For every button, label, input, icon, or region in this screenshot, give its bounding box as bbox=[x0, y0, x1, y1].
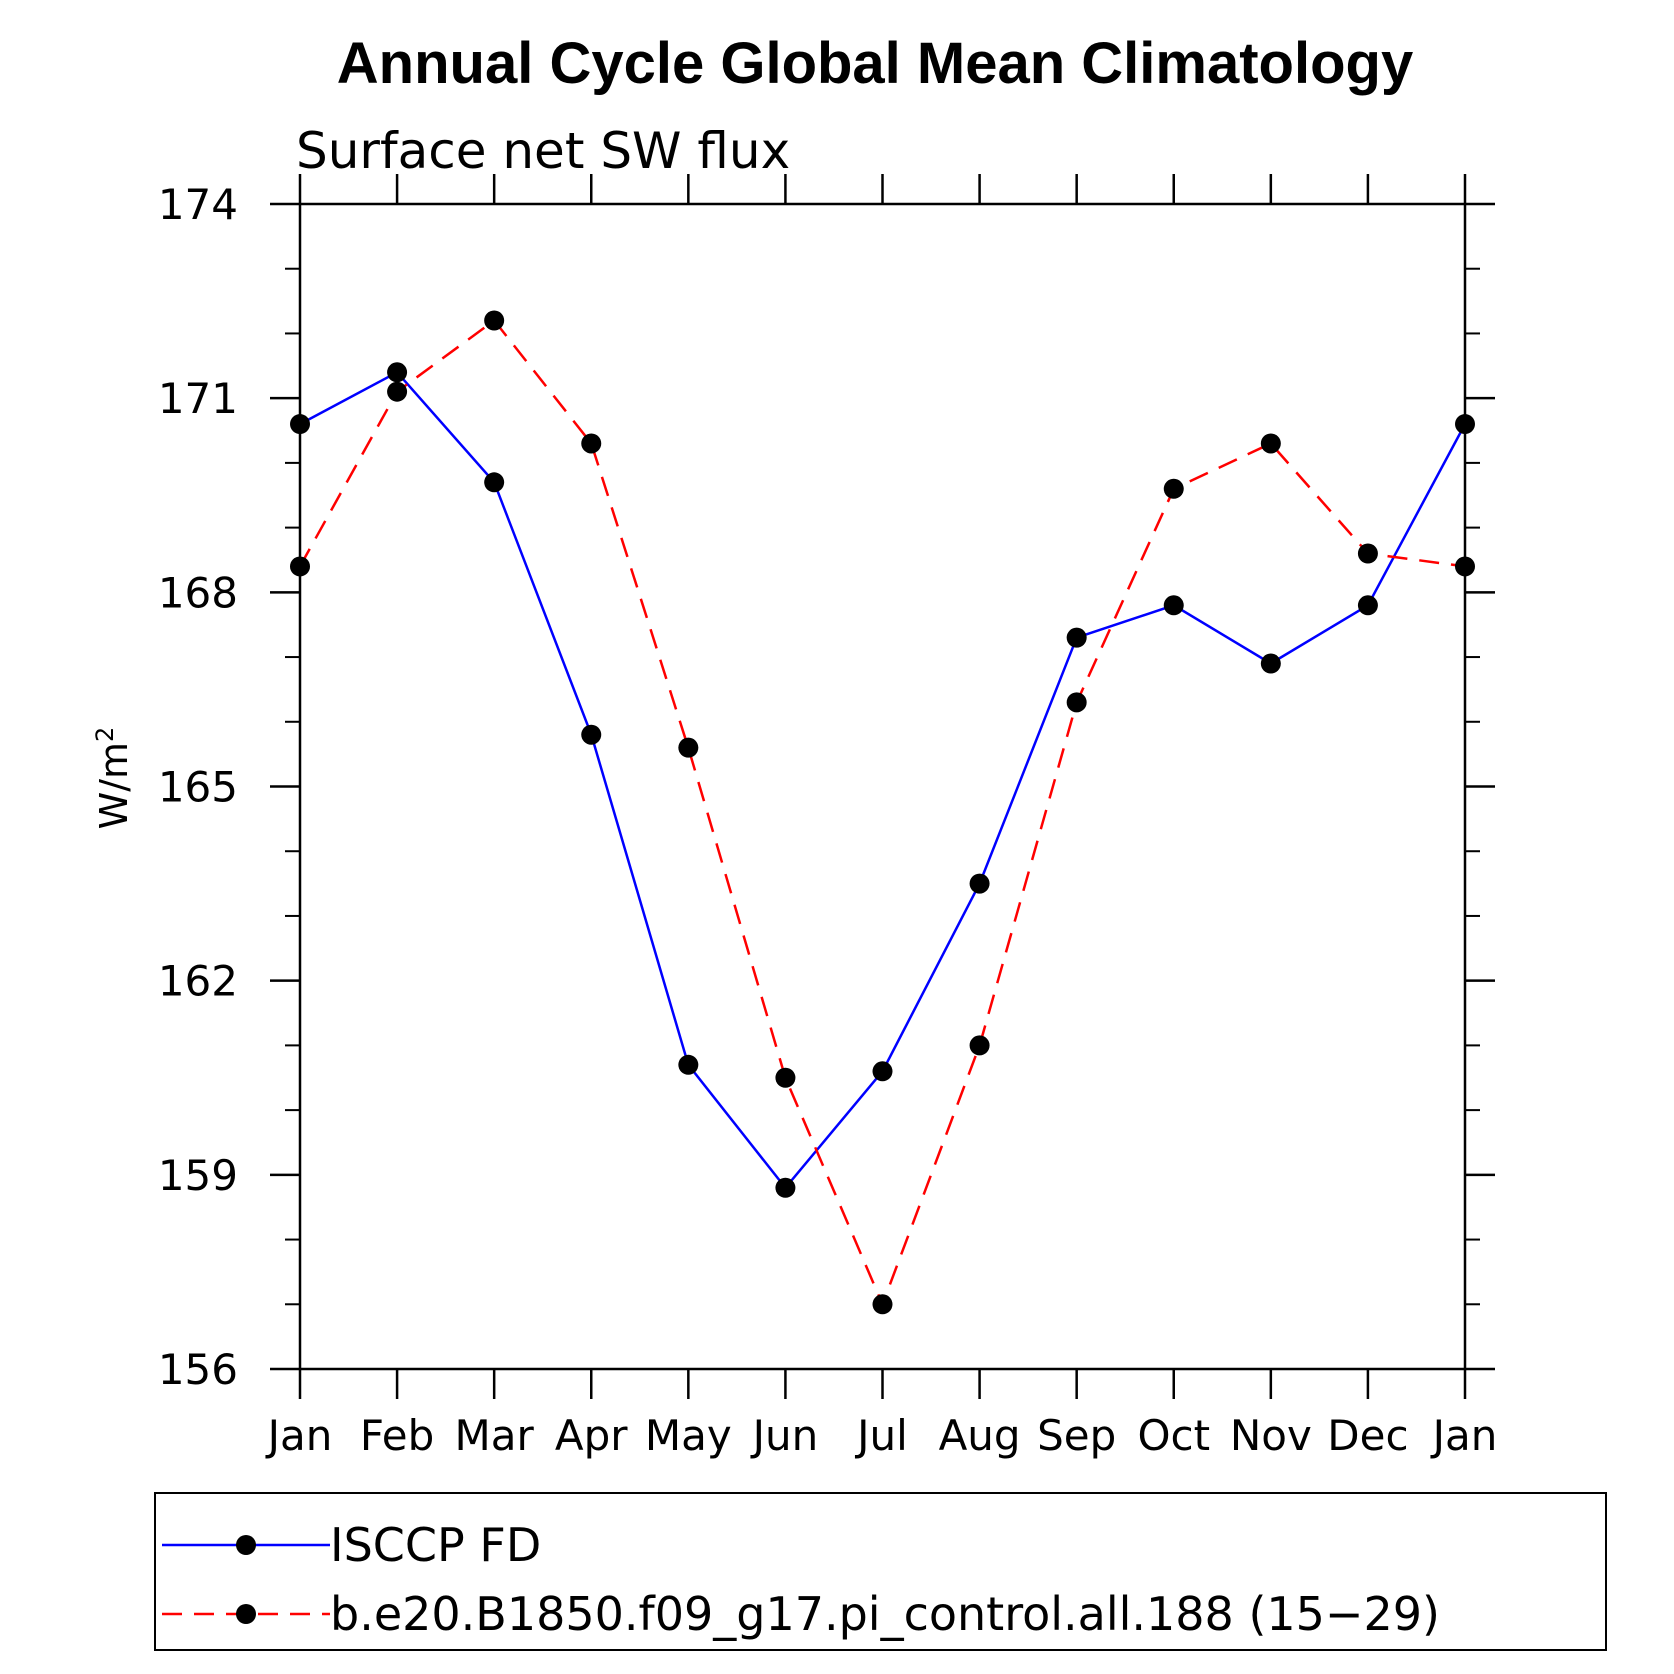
chart-subtitle: Surface net SW flux bbox=[296, 122, 790, 180]
series-1-point bbox=[872, 1294, 893, 1315]
y-tick-label: 165 bbox=[158, 763, 238, 812]
series-0-point bbox=[1066, 627, 1087, 648]
series-1-point bbox=[581, 433, 602, 454]
series-line-1 bbox=[298, 318, 1466, 1308]
y-tick-label: 171 bbox=[158, 374, 238, 423]
y-tick-label: 174 bbox=[158, 180, 238, 229]
series-1-point bbox=[1455, 556, 1475, 577]
series-0-point bbox=[581, 724, 602, 745]
series-1-point bbox=[290, 556, 310, 577]
y-tick-label: 168 bbox=[158, 568, 238, 617]
series-0-point bbox=[1455, 414, 1475, 435]
x-tick-label: Feb bbox=[360, 1411, 434, 1460]
x-tick-label: Apr bbox=[555, 1411, 628, 1460]
legend-label-isccp: ISCCP FD bbox=[330, 1518, 541, 1572]
series-0-point bbox=[1357, 595, 1378, 616]
x-tick-label: Jun bbox=[750, 1411, 819, 1460]
series-0-point bbox=[290, 414, 310, 435]
y-tick-label: 162 bbox=[158, 957, 238, 1006]
chart-title: Annual Cycle Global Mean Climatology bbox=[337, 31, 1413, 96]
series-0-point bbox=[775, 1177, 796, 1198]
series-0-point bbox=[969, 873, 990, 894]
series-1-point bbox=[1066, 692, 1087, 713]
y-tick-label: 159 bbox=[158, 1151, 238, 1200]
series-0-point bbox=[1260, 653, 1281, 674]
legend-marker-model bbox=[236, 1604, 256, 1624]
plot-frame bbox=[298, 202, 1467, 1371]
x-tick-label: Jul bbox=[854, 1411, 908, 1460]
plot-area: 156 159 162 165 168 171 174 Jan Feb Mar Apr May Jun J… bbox=[158, 174, 1498, 1460]
series-1-point bbox=[1357, 543, 1378, 564]
y-axis-label-text: W/m bbox=[92, 742, 136, 829]
series-1-point bbox=[775, 1067, 796, 1088]
svg-text:W/m2: W/m2 bbox=[91, 727, 136, 830]
legend: ISCCP FD b.e20.B1850.f09_g17.pi_control.… bbox=[154, 1492, 1607, 1651]
series-0-point bbox=[678, 1054, 699, 1075]
x-tick-label: Aug bbox=[939, 1411, 1021, 1460]
x-tick-label: Jan bbox=[265, 1411, 333, 1460]
series-1-point bbox=[387, 381, 408, 402]
y-axis-label-superscript: 2 bbox=[91, 727, 119, 742]
series-0-point bbox=[387, 362, 408, 383]
series-1-point bbox=[678, 737, 699, 758]
legend-box bbox=[154, 1492, 1607, 1651]
x-tick-label: May bbox=[645, 1411, 732, 1460]
series-1-point bbox=[969, 1035, 990, 1056]
x-tick-label: Sep bbox=[1037, 1411, 1116, 1460]
series-1-point bbox=[484, 310, 505, 331]
x-tick-label: Jan bbox=[1430, 1411, 1498, 1460]
series-0-point bbox=[1163, 595, 1184, 616]
x-tick-label: Oct bbox=[1137, 1411, 1210, 1460]
legend-label-model: b.e20.B1850.f09_g17.pi_control.all.188 (… bbox=[330, 1587, 1440, 1641]
y-tick-label: 156 bbox=[158, 1345, 238, 1394]
x-tick-label: Nov bbox=[1230, 1411, 1312, 1460]
series-1-point bbox=[1260, 433, 1281, 454]
series-0-point bbox=[872, 1061, 893, 1082]
x-tick-label: Mar bbox=[455, 1411, 535, 1460]
series-1-point bbox=[1163, 478, 1184, 499]
series-0-point bbox=[484, 472, 505, 493]
y-axis-label: W/m2 bbox=[91, 727, 136, 830]
legend-marker-isccp bbox=[236, 1535, 256, 1555]
x-tick-label: Dec bbox=[1327, 1411, 1408, 1460]
